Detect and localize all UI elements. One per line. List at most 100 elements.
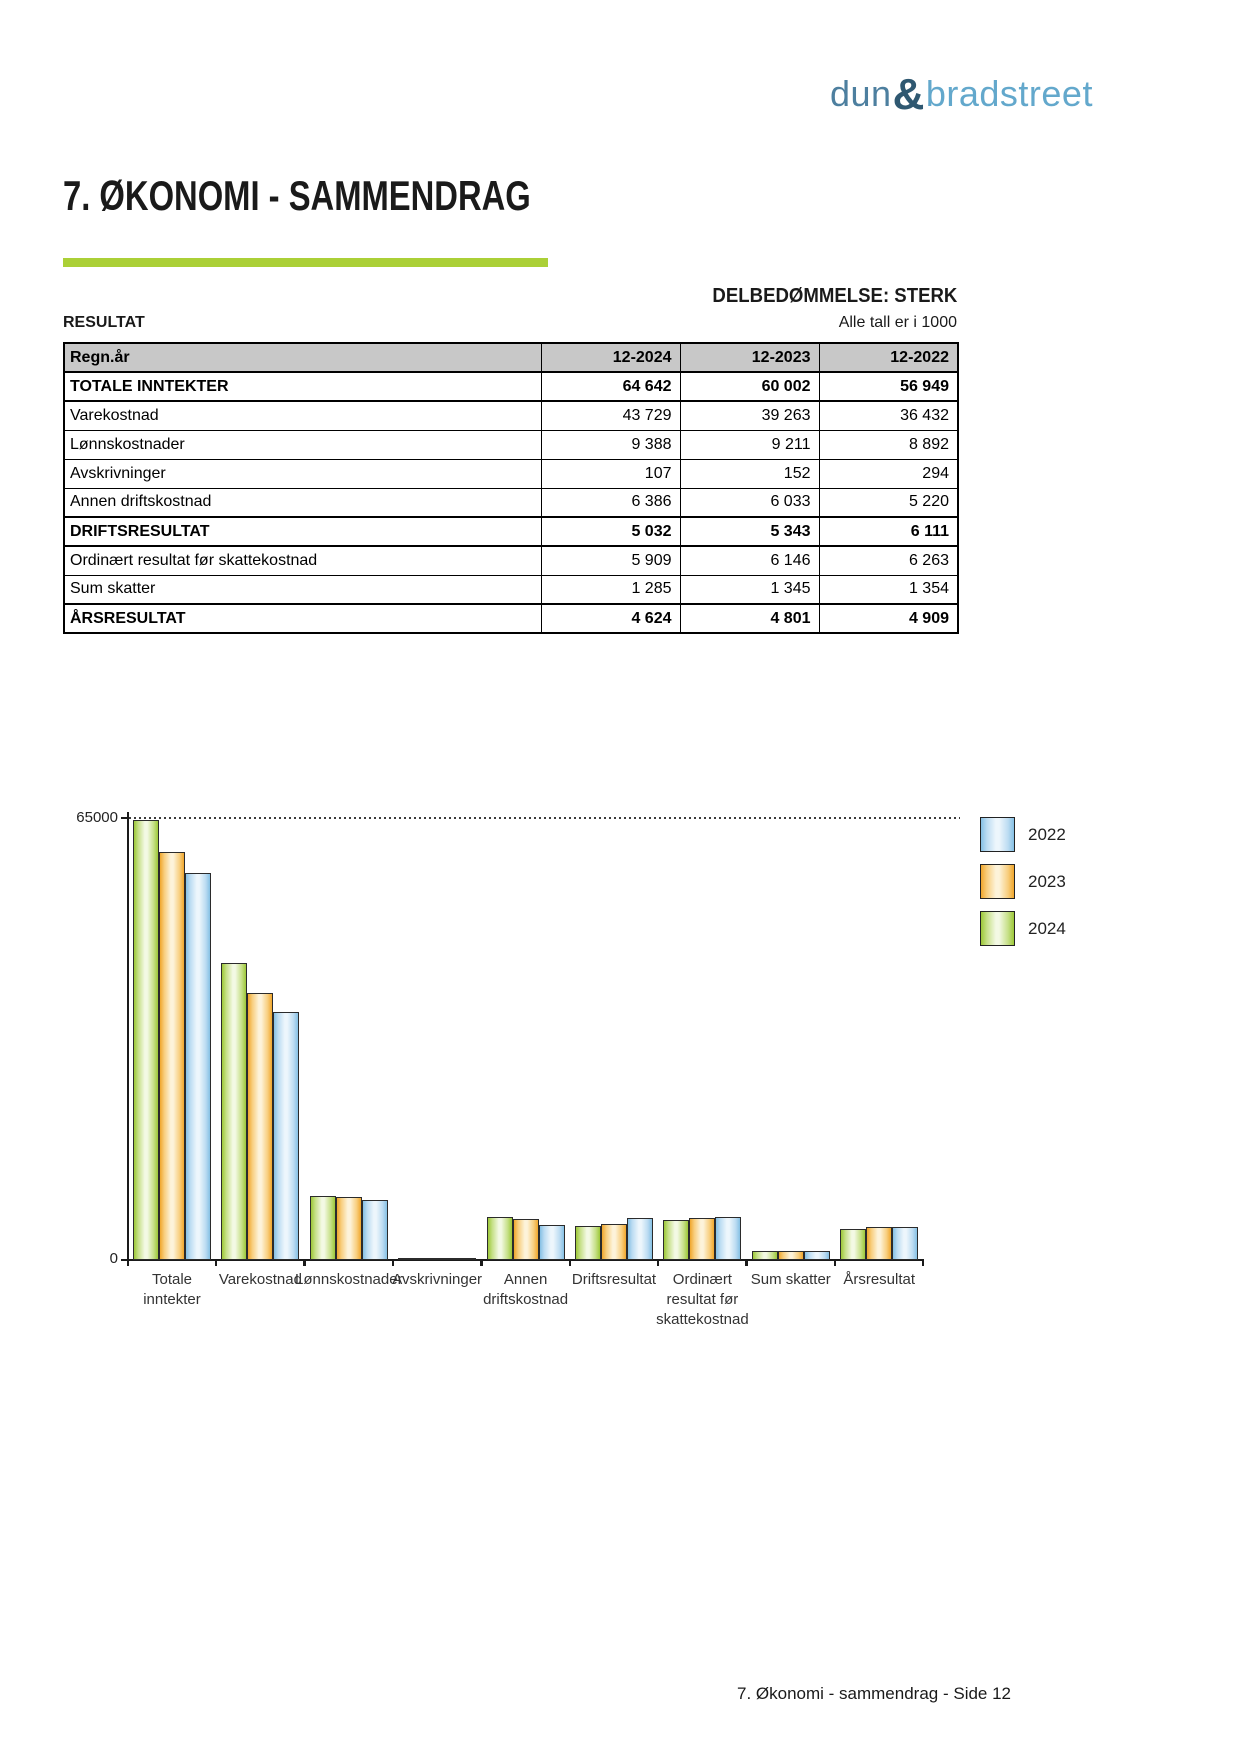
legend-label-2024: 2024 (1028, 919, 1066, 938)
bar-2023 (159, 852, 185, 1260)
x-axis-segment (216, 1259, 305, 1261)
results-table-body: TOTALE INNTEKTER 64 642 60 002 56 949 Vareko… (63, 371, 959, 634)
x-category-label-line: Driftsresultat (571, 1271, 657, 1288)
dun-bradstreet-logo: dun&bradstreet (830, 70, 1093, 120)
legend-label-2022: 2022 (1028, 825, 1066, 844)
max-gridline (129, 817, 960, 819)
value-cell: 60 002 (679, 371, 820, 402)
x-category-label-line: Totale (151, 1271, 193, 1288)
bar-2022 (185, 873, 211, 1260)
bar-2022 (361, 1200, 388, 1260)
value-cell: 64 642 (540, 371, 681, 402)
bar-2022 (715, 1217, 742, 1260)
x-axis-tick (568, 1259, 571, 1266)
x-category-label: Avskrivninger (367, 1270, 507, 1290)
value-cell: 6 263 (818, 545, 959, 576)
y-axis-tick (121, 1259, 127, 1261)
x-axis-segment (658, 1259, 747, 1261)
x-category-label: Annen driftskostnad (456, 1270, 596, 1310)
x-axis-tick (127, 1259, 129, 1266)
legend-swatch-2023 (980, 864, 1015, 899)
table-header-cell: Regn.år (63, 342, 542, 373)
table-row: Annen driftskostnad 6 386 6 033 5 220 (63, 487, 959, 518)
x-axis-tick (392, 1259, 395, 1266)
x-axis-tick (303, 1259, 306, 1266)
table-row: Sum skatter 1 285 1 345 1 354 (63, 574, 959, 605)
value-cell: 5 220 (818, 487, 959, 518)
table-header-row: Regn.år 12-2024 12-2023 12-2022 (63, 342, 959, 373)
x-axis-tick (922, 1259, 925, 1266)
x-category-label-line: resultat før (666, 1291, 739, 1308)
table-row: ÅRSRESULTAT 4 624 4 801 4 909 (63, 603, 959, 634)
value-cell: 107 (540, 458, 681, 489)
bar-2024 (575, 1226, 601, 1260)
bar-2023 (689, 1218, 716, 1260)
x-category-label: Ordinært resultat før skattekostnad (632, 1270, 772, 1330)
x-axis-segment (481, 1259, 570, 1261)
x-axis-tick (745, 1259, 748, 1266)
x-category-label-line: Sum skatter (750, 1271, 831, 1288)
x-category-label: Driftsresultat (544, 1270, 684, 1290)
bar-2024 (840, 1229, 867, 1260)
units-note: Alle tall er i 1000 (838, 314, 957, 331)
bar-2023 (335, 1197, 362, 1260)
x-axis-segment (570, 1259, 658, 1261)
bar-2024 (398, 1258, 425, 1260)
x-category-label-line: inntekter (143, 1291, 201, 1308)
value-cell: 1 345 (679, 574, 820, 605)
legend-swatch-2022 (980, 817, 1015, 852)
value-cell: 36 432 (818, 400, 959, 431)
value-cell: 6 033 (679, 487, 820, 518)
value-cell: 9 388 (540, 429, 681, 460)
bar-2022 (627, 1218, 653, 1260)
bar-2024 (309, 1196, 336, 1260)
bar-2022 (892, 1227, 919, 1260)
y-axis-tick (121, 817, 127, 819)
results-table: Regn.år 12-2024 12-2023 12-2022 TOTALE INNT… (63, 342, 959, 634)
bar-2024 (221, 963, 248, 1260)
x-axis-segment (835, 1259, 924, 1261)
bar-2023 (424, 1258, 451, 1260)
x-axis-tick (303, 1259, 306, 1266)
x-axis-tick (657, 1259, 659, 1266)
x-category-label-line: skattekostnad (656, 1311, 749, 1328)
x-axis-segment (128, 1259, 216, 1261)
x-category-label: Varekostnad (190, 1270, 330, 1290)
table-row: Ordinært resultat før skattekostnad 5 909… (63, 545, 959, 576)
bar-2022 (273, 1012, 300, 1260)
bar-2022 (803, 1251, 830, 1260)
value-cell: 294 (818, 458, 959, 489)
table-header-cell: 12-2024 (540, 342, 681, 373)
legend-swatch-2024 (980, 911, 1015, 946)
x-axis-tick (480, 1259, 483, 1266)
bar-2023 (512, 1219, 539, 1260)
x-category-label-line: Avskrivninger (392, 1271, 483, 1288)
table-row: Varekostnad 43 729 39 263 36 432 (63, 400, 959, 431)
value-cell: 4 801 (679, 603, 820, 634)
table-header-cell: 12-2023 (679, 342, 820, 373)
title-accent-rule (63, 258, 548, 267)
y-tick-label-max: 65000 (76, 809, 118, 826)
x-axis-tick (833, 1259, 836, 1266)
row-label-cell: ÅRSRESULTAT (63, 603, 542, 634)
table-row: Lønnskostnader 9 388 9 211 8 892 (63, 429, 959, 460)
value-cell: 152 (679, 458, 820, 489)
legend-label-2023: 2023 (1028, 872, 1066, 891)
row-label-cell: Sum skatter (63, 574, 542, 605)
x-axis-segment (393, 1259, 482, 1261)
value-cell: 1 354 (818, 574, 959, 605)
row-label-cell: Annen driftskostnad (63, 487, 542, 518)
table-header-cell: 12-2022 (818, 342, 959, 373)
bar-2022 (450, 1258, 477, 1260)
value-cell: 4 909 (818, 603, 959, 634)
value-cell: 56 949 (818, 371, 959, 402)
y-axis-line (127, 812, 129, 1262)
row-label-cell: Varekostnad (63, 400, 542, 431)
y-tick-label-zero: 0 (109, 1250, 118, 1267)
row-label-cell: DRIFTSRESULTAT (63, 516, 542, 547)
row-label-cell: Avskrivninger (63, 458, 542, 489)
value-cell: 6 386 (540, 487, 681, 518)
page-footer: 7. Økonomi - sammendrag - Side 12 (737, 1684, 1012, 1703)
x-axis-tick (215, 1259, 217, 1266)
